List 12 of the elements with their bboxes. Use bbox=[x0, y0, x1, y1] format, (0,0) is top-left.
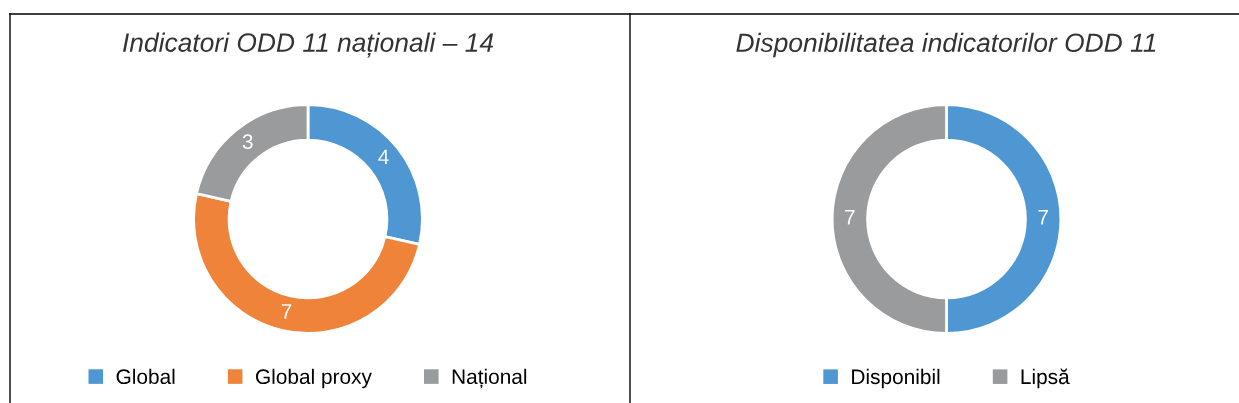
data-label: 7 bbox=[1038, 210, 1048, 225]
legend-label: Disponibil bbox=[852, 368, 940, 389]
data-label: 4 bbox=[378, 149, 389, 165]
chart-title: Indicatori ODD 11 naționali – 14 bbox=[123, 32, 494, 58]
chart-title: Disponibilitatea indicatorilor ODD 11 bbox=[736, 32, 1156, 58]
data-label: 3 bbox=[242, 134, 253, 150]
legend-label: Global proxy bbox=[256, 368, 372, 389]
legend-label: Global bbox=[116, 368, 175, 385]
legend-label: Lipsă bbox=[1021, 368, 1070, 389]
data-label: 7 bbox=[281, 304, 292, 319]
data-label: 7 bbox=[845, 210, 855, 225]
legend-label: Național bbox=[452, 368, 527, 389]
